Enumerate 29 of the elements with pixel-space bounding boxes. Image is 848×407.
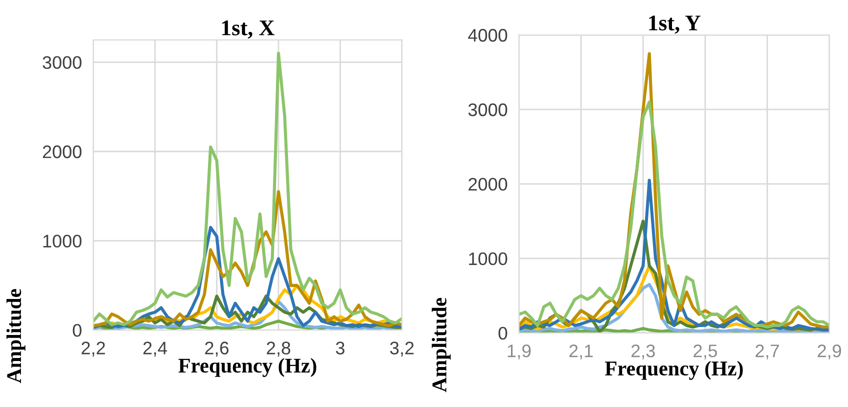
x-tick-label: 3 bbox=[336, 342, 344, 354]
x-tick-label: 3,2 bbox=[390, 342, 414, 357]
y-tick-label: 0 bbox=[498, 326, 508, 340]
chart-title: 1st, Y bbox=[649, 16, 700, 34]
y-tick-label: 2000 bbox=[468, 178, 508, 191]
x-tick-label: 2,8 bbox=[266, 342, 290, 357]
x-tick-label: 2,3 bbox=[631, 344, 655, 360]
x-tick-label: 2,9 bbox=[818, 344, 842, 360]
y-tick-label: 3000 bbox=[42, 56, 82, 69]
x-tick-label: 2,6 bbox=[205, 342, 229, 357]
line-series bbox=[93, 52, 402, 326]
x-tick-label: 1,9 bbox=[508, 344, 531, 360]
x-axis-title: Frequency (Hz) bbox=[178, 358, 316, 377]
x-tick-label: 2,5 bbox=[694, 344, 717, 360]
chart-title: 1st, X bbox=[222, 20, 275, 39]
line-series bbox=[518, 100, 830, 328]
y-tick-label: 2000 bbox=[42, 145, 82, 158]
x-tick-label: 2,2 bbox=[82, 342, 105, 357]
y-tick-label: 3000 bbox=[468, 103, 508, 116]
x-tick-label: 2,4 bbox=[143, 342, 168, 357]
y-tick-label: 4000 bbox=[468, 28, 508, 42]
y-axis-title: Amplitude bbox=[6, 288, 26, 384]
x-tick-label: 2,1 bbox=[569, 344, 593, 360]
x-axis-title: Frequency (Hz) bbox=[604, 360, 743, 380]
y-axis-title: Amplitude bbox=[432, 298, 451, 392]
y-tick-label: 0 bbox=[72, 324, 82, 337]
x-tick-label: 2,7 bbox=[756, 344, 779, 360]
y-tick-label: 1000 bbox=[43, 234, 82, 248]
y-tick-label: 1000 bbox=[469, 252, 508, 266]
